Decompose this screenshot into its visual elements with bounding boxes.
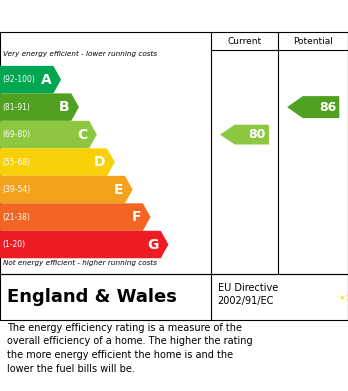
Text: A: A (41, 73, 52, 87)
Text: (92-100): (92-100) (3, 75, 35, 84)
Text: (39-54): (39-54) (3, 185, 31, 194)
Polygon shape (0, 203, 151, 231)
Text: G: G (148, 237, 159, 251)
Text: E: E (114, 183, 123, 197)
Text: 86: 86 (319, 100, 337, 114)
Text: The energy efficiency rating is a measure of the
overall efficiency of a home. T: The energy efficiency rating is a measur… (7, 323, 253, 374)
Polygon shape (0, 148, 115, 176)
Polygon shape (0, 231, 168, 258)
Text: B: B (59, 100, 70, 114)
Text: D: D (94, 155, 105, 169)
Polygon shape (0, 93, 79, 121)
Text: (81-91): (81-91) (3, 102, 31, 111)
Text: Current: Current (227, 37, 262, 46)
Text: (21-38): (21-38) (3, 213, 31, 222)
Text: Not energy efficient - higher running costs: Not energy efficient - higher running co… (3, 260, 158, 265)
Text: Energy Efficiency Rating: Energy Efficiency Rating (9, 9, 230, 23)
Text: England & Wales: England & Wales (7, 288, 177, 306)
Polygon shape (0, 176, 133, 203)
Polygon shape (0, 121, 97, 148)
Text: (55-68): (55-68) (3, 158, 31, 167)
Text: 80: 80 (249, 128, 266, 141)
Polygon shape (0, 66, 61, 93)
Text: EU Directive
2002/91/EC: EU Directive 2002/91/EC (218, 283, 278, 306)
Text: (69-80): (69-80) (3, 130, 31, 139)
Polygon shape (287, 96, 339, 118)
Text: F: F (132, 210, 141, 224)
Polygon shape (220, 125, 269, 145)
Text: Potential: Potential (293, 37, 333, 46)
Text: C: C (77, 127, 87, 142)
Text: Very energy efficient - lower running costs: Very energy efficient - lower running co… (3, 51, 158, 57)
Text: (1-20): (1-20) (3, 240, 26, 249)
